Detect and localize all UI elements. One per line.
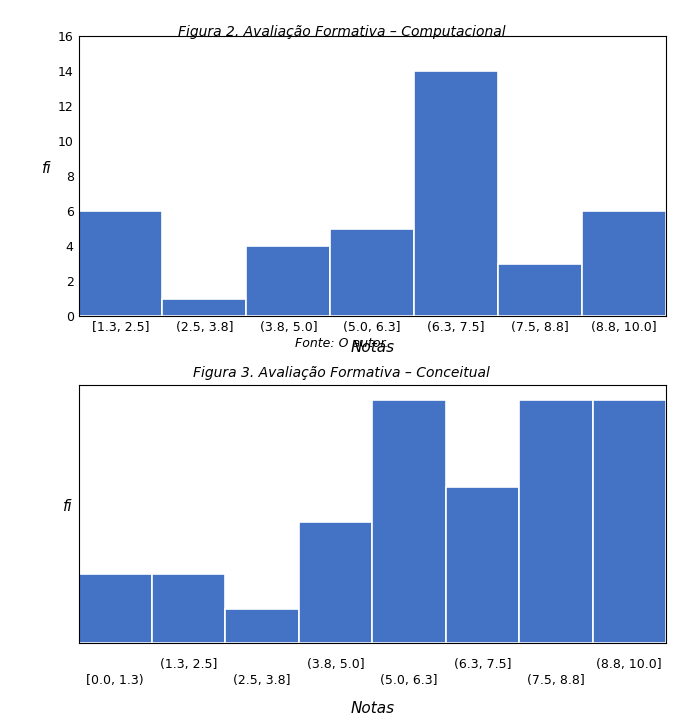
Bar bbox=[414, 71, 498, 316]
Text: Figura 2. Avaliação Formativa – Computacional: Figura 2. Avaliação Formativa – Computac… bbox=[178, 25, 505, 39]
Bar bbox=[519, 400, 593, 643]
Text: (1.3, 2.5]: (1.3, 2.5] bbox=[160, 658, 217, 670]
Bar bbox=[79, 212, 163, 316]
Text: (7.5, 8.8]: (7.5, 8.8] bbox=[527, 675, 585, 687]
Text: (6.3, 7.5]: (6.3, 7.5] bbox=[454, 658, 511, 670]
Text: Fonte: O autor.: Fonte: O autor. bbox=[295, 337, 388, 350]
Text: (5.0, 6.3]: (5.0, 6.3] bbox=[380, 675, 438, 687]
Y-axis label: fi: fi bbox=[42, 161, 51, 177]
Text: (3.8, 5.0]: (3.8, 5.0] bbox=[307, 658, 364, 670]
Bar bbox=[592, 400, 666, 643]
Y-axis label: fi: fi bbox=[63, 499, 72, 515]
Text: [0.0, 1.3): [0.0, 1.3) bbox=[87, 675, 144, 687]
Bar bbox=[446, 487, 519, 643]
X-axis label: Notas: Notas bbox=[350, 340, 394, 355]
X-axis label: Notas: Notas bbox=[350, 701, 394, 716]
Bar bbox=[79, 574, 152, 643]
Text: Figura 3. Avaliação Formativa – Conceitual: Figura 3. Avaliação Formativa – Conceitu… bbox=[193, 366, 490, 380]
Text: (8.8, 10.0]: (8.8, 10.0] bbox=[596, 658, 662, 670]
Bar bbox=[152, 574, 225, 643]
Bar bbox=[498, 264, 582, 316]
Bar bbox=[331, 229, 414, 316]
Bar bbox=[247, 246, 331, 316]
Text: (2.5, 3.8]: (2.5, 3.8] bbox=[234, 675, 291, 687]
Bar bbox=[582, 212, 666, 316]
Bar bbox=[225, 608, 299, 643]
Bar bbox=[163, 299, 247, 316]
Bar bbox=[299, 522, 372, 643]
Bar bbox=[372, 400, 446, 643]
